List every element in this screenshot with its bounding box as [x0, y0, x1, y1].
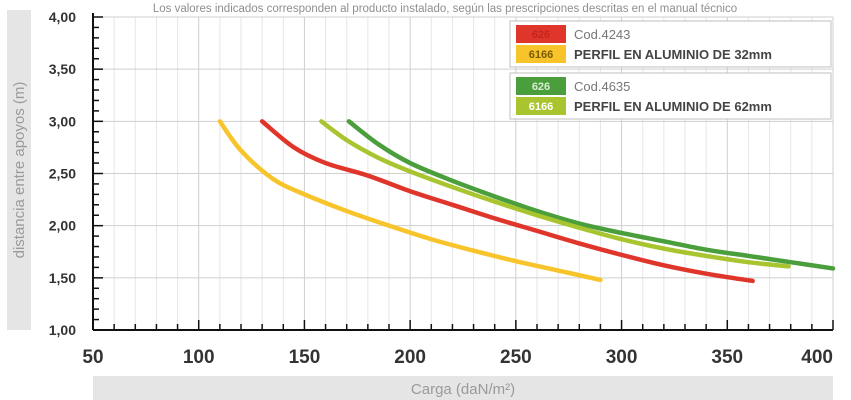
y-axis-label-band	[7, 10, 31, 330]
y-tick-label: 4,00	[49, 9, 76, 25]
x-tick-label: 200	[394, 347, 426, 368]
legend-code: Cod.4243	[574, 27, 630, 42]
legend: 626 6166 Cod.4243 PERFIL EN ALUMINIO DE …	[509, 20, 832, 120]
series-line-3	[346, 119, 836, 271]
x-tick-label: 300	[606, 347, 638, 368]
x-tick-label: 150	[289, 347, 321, 368]
legend-swatch-label: 626	[532, 29, 550, 41]
y-tick-label: 3,50	[49, 61, 76, 77]
grid	[92, 16, 834, 330]
series-line-2	[217, 119, 603, 283]
y-tick-label: 1,50	[49, 270, 76, 286]
legend-swatch-label: 6166	[529, 101, 553, 113]
x-axis-label-band	[93, 376, 833, 400]
y-tick-labels: 1,00 1,50 2,00 2,50 3,00 3,50 4,00	[49, 9, 76, 338]
y-tick-label: 3,00	[49, 113, 76, 129]
x-tick-label: 100	[183, 347, 215, 368]
legend-title: PERFIL EN ALUMINIO DE 62mm	[574, 99, 772, 114]
ticks	[92, 13, 834, 331]
y-tick-label: 1,00	[49, 322, 76, 338]
series-line-4	[319, 119, 791, 269]
series-group	[217, 119, 836, 284]
x-tick-labels: 50 100 150 200 250 300 350 400	[82, 347, 833, 368]
legend-title: PERFIL EN ALUMINIO DE 32mm	[574, 47, 772, 62]
legend-swatch	[516, 77, 566, 95]
legend-swatch	[516, 97, 566, 115]
y-tick-label: 2,50	[49, 166, 76, 182]
x-tick-label: 50	[82, 347, 103, 368]
chart-note: Los valores indicados corresponden al pr…	[153, 3, 737, 15]
x-tick-label: 350	[711, 347, 743, 368]
legend-code: Cod.4635	[574, 79, 630, 94]
x-tick-label: 400	[801, 347, 833, 368]
legend-group-2: 626 6166 Cod.4635 PERFIL EN ALUMINIO DE …	[509, 72, 832, 120]
x-tick-label: 250	[500, 347, 532, 368]
y-axis-title: distancia entre apoyos (m)	[11, 82, 28, 259]
legend-group-1: 626 6166 Cod.4243 PERFIL EN ALUMINIO DE …	[509, 20, 832, 68]
x-axis-title: Carga (daN/m²)	[411, 381, 515, 398]
series-line-1	[259, 119, 755, 284]
legend-swatch-label: 626	[532, 81, 550, 93]
legend-swatch-label: 6166	[529, 49, 553, 61]
legend-swatch	[516, 25, 566, 43]
legend-swatch	[516, 45, 566, 63]
y-tick-label: 2,00	[49, 218, 76, 234]
